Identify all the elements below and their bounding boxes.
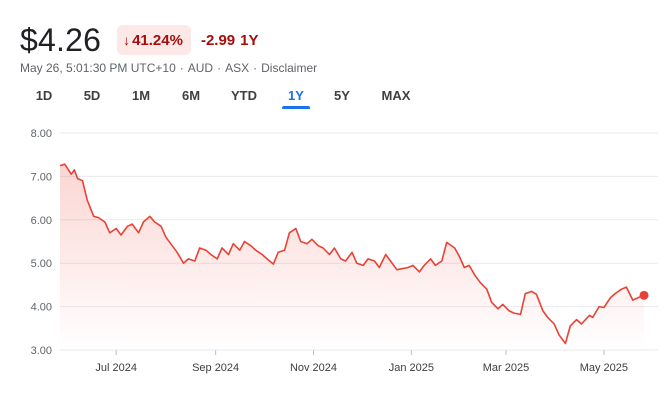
- price-area-fill: [60, 164, 644, 350]
- arrow-down-icon: ↓: [123, 32, 131, 48]
- tab-5y[interactable]: 5Y: [334, 88, 350, 103]
- disclaimer-link[interactable]: Disclaimer: [261, 61, 318, 75]
- x-tick-label: Sep 2024: [192, 362, 239, 374]
- quote-exchange: ASX: [225, 61, 250, 75]
- x-tick-label: Nov 2024: [290, 362, 337, 374]
- quote-currency: AUD: [187, 61, 214, 75]
- x-tick-label: Mar 2025: [483, 362, 529, 374]
- tab-6m[interactable]: 6M: [181, 88, 201, 103]
- tab-ytd[interactable]: YTD: [231, 88, 257, 103]
- price-line: [59, 163, 645, 345]
- y-tick-label: 4.00: [31, 302, 52, 314]
- y-tick-label: 8.00: [31, 128, 52, 140]
- tab-1m[interactable]: 1M: [131, 88, 151, 103]
- tab-5d[interactable]: 5D: [83, 88, 101, 103]
- tab-max[interactable]: MAX: [381, 88, 411, 103]
- change-period: 1Y: [240, 31, 259, 49]
- y-tick-label: 5.00: [31, 258, 52, 270]
- x-tick-label: Jan 2025: [389, 362, 434, 374]
- tab-1y[interactable]: 1Y: [282, 86, 310, 109]
- quote-timestamp: May 26, 5:01:30 PM UTC+10: [20, 61, 176, 75]
- quote-header: $4.26 ↓ 41.24% -2.99 1Y: [20, 18, 259, 62]
- last-price-marker: [639, 290, 649, 300]
- y-tick-label: 6.00: [31, 215, 52, 227]
- y-tick-label: 7.00: [31, 171, 52, 183]
- quote-meta: May 26, 5:01:30 PM UTC+10 · AUD · ASX · Discla…: [20, 61, 318, 75]
- percent-change-value: 41.24%: [132, 31, 183, 49]
- x-tick-label: May 2025: [580, 362, 628, 374]
- absolute-change-value: -2.99: [200, 31, 236, 49]
- current-price: $4.26: [20, 21, 102, 58]
- percent-change-badge: ↓ 41.24%: [117, 25, 191, 55]
- absolute-change: -2.99 1Y: [201, 32, 259, 49]
- x-tick-label: Jul 2024: [95, 362, 137, 374]
- tab-1d[interactable]: 1D: [35, 88, 53, 103]
- y-tick-label: 3.00: [31, 345, 52, 357]
